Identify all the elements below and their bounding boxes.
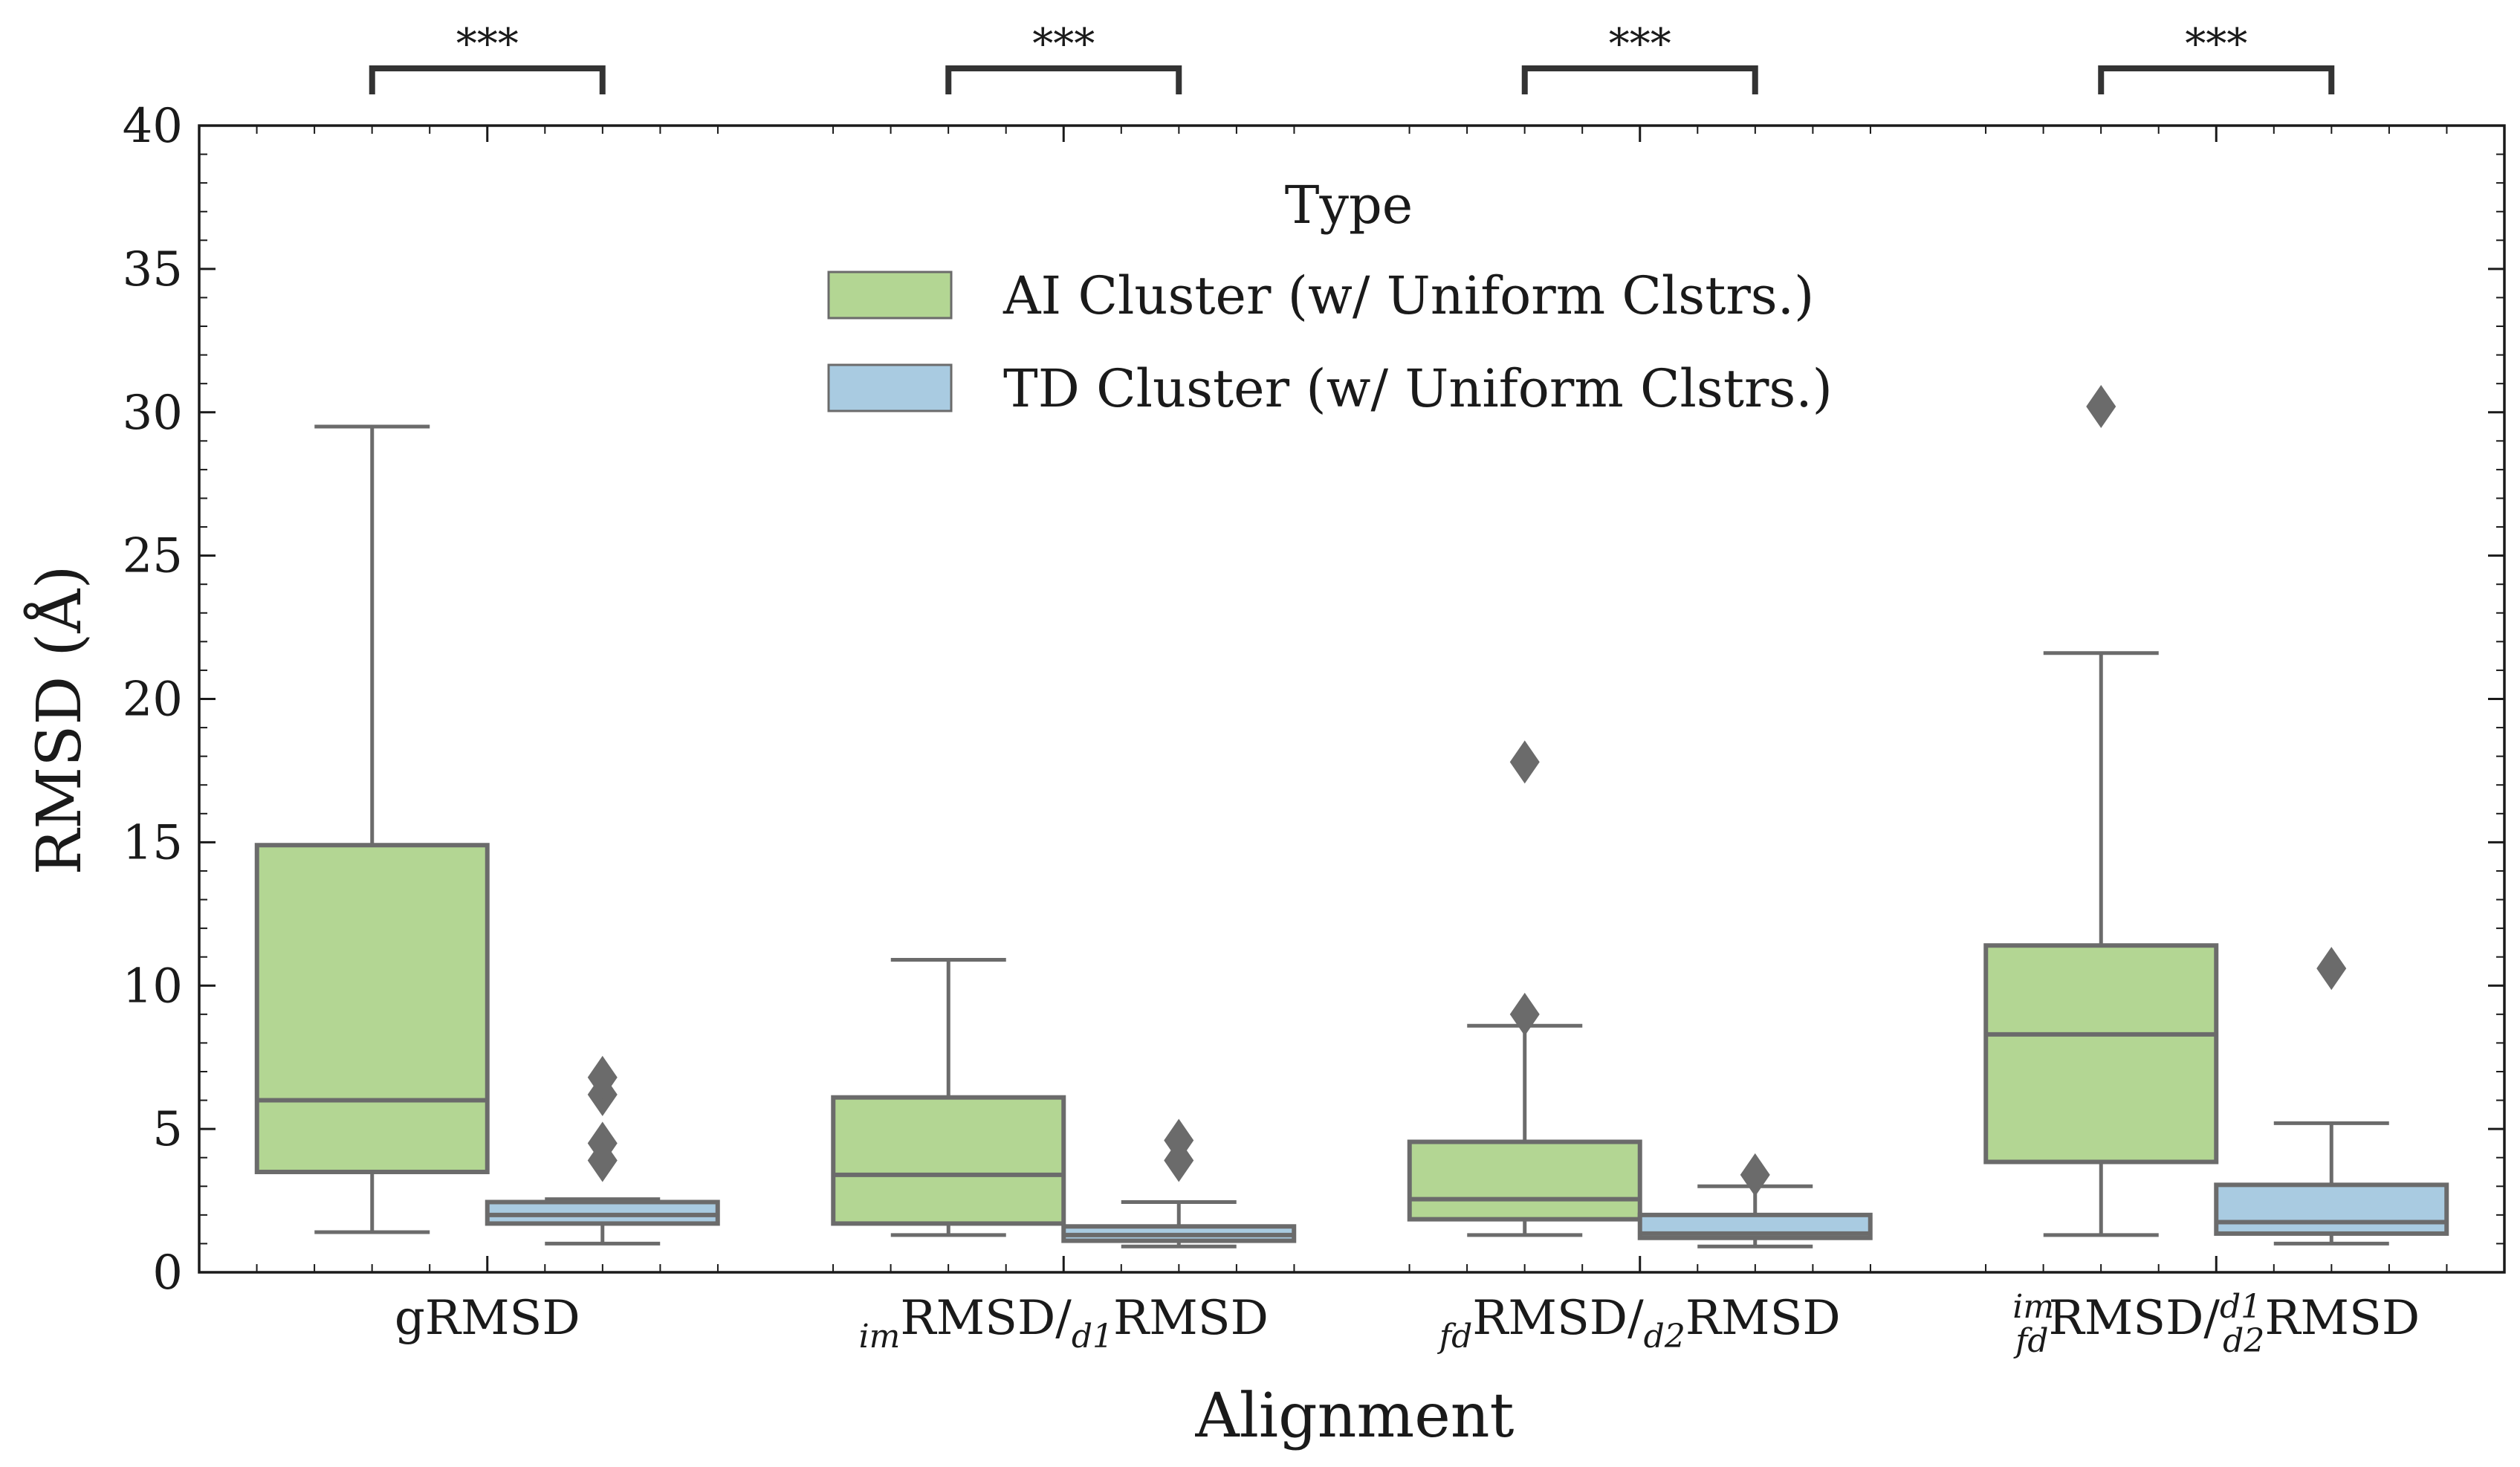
x-tick-label: im​RMSD/d1​RMSD — [859, 1291, 1269, 1356]
significance-bracket — [1521, 65, 1758, 94]
significance-bracket — [369, 65, 606, 94]
significance-stars: *** — [2185, 20, 2247, 68]
box-group — [831, 958, 1066, 1237]
box-body — [2214, 1182, 2449, 1236]
y-tick-label: 30 — [123, 386, 183, 441]
plot-layer: 0 5 10 15 20 25 30 35 40 gRMSD im​RMSD/d1​RMSD fd​R… — [123, 20, 2506, 1360]
significance-bracket — [2098, 65, 2335, 94]
outlier-point — [1740, 1153, 1770, 1196]
outlier-point — [587, 1121, 618, 1165]
box-group — [1983, 385, 2219, 1237]
box-group — [1637, 1153, 1873, 1249]
box-group — [254, 424, 490, 1234]
outlier-point — [587, 1055, 618, 1099]
y-tick-label: 40 — [123, 99, 183, 154]
y-axis-title: RMSD (Å) — [23, 566, 95, 875]
x-tick-label: fd​RMSD/d2​RMSD — [1437, 1291, 1841, 1356]
y-tick-label: 0 — [152, 1246, 183, 1301]
y-tick-label: 5 — [152, 1102, 183, 1157]
y-tick-label: 15 — [123, 815, 183, 870]
box-group — [485, 1055, 720, 1246]
box-group — [1061, 1118, 1297, 1249]
box-body — [1407, 1139, 1642, 1222]
significance-stars: *** — [1032, 20, 1095, 68]
outlier-point — [2086, 385, 2116, 429]
box-body — [831, 1095, 1066, 1226]
outlier-point — [1509, 992, 1540, 1036]
outlier-point — [1164, 1118, 1194, 1162]
box-body — [1983, 943, 2219, 1165]
x-axis-title: Alignment — [1194, 1381, 1514, 1451]
significance-stars: *** — [456, 20, 519, 68]
x-tick-label: gRMSD — [395, 1291, 580, 1346]
y-tick-label: 35 — [123, 242, 183, 297]
y-tick-label: 20 — [123, 673, 183, 728]
box-group — [2214, 947, 2449, 1246]
legend-label: AI Cluster (w/ Uniform Clstrs.) — [1003, 265, 1814, 326]
y-tick-label: 25 — [123, 529, 183, 584]
legend-swatch — [827, 271, 953, 320]
legend-label: TD Cluster (w/ Uniform Clstrs.) — [1003, 358, 1833, 419]
significance-bracket — [945, 65, 1182, 94]
outlier-point — [1509, 740, 1540, 784]
box-body — [254, 843, 490, 1174]
box-group — [1407, 740, 1642, 1237]
significance-stars: *** — [1609, 20, 1671, 68]
outlier-point — [2316, 947, 2347, 991]
legend-title: Type — [1285, 175, 1413, 236]
legend-swatch — [827, 363, 953, 412]
y-tick-label: 10 — [123, 959, 183, 1014]
